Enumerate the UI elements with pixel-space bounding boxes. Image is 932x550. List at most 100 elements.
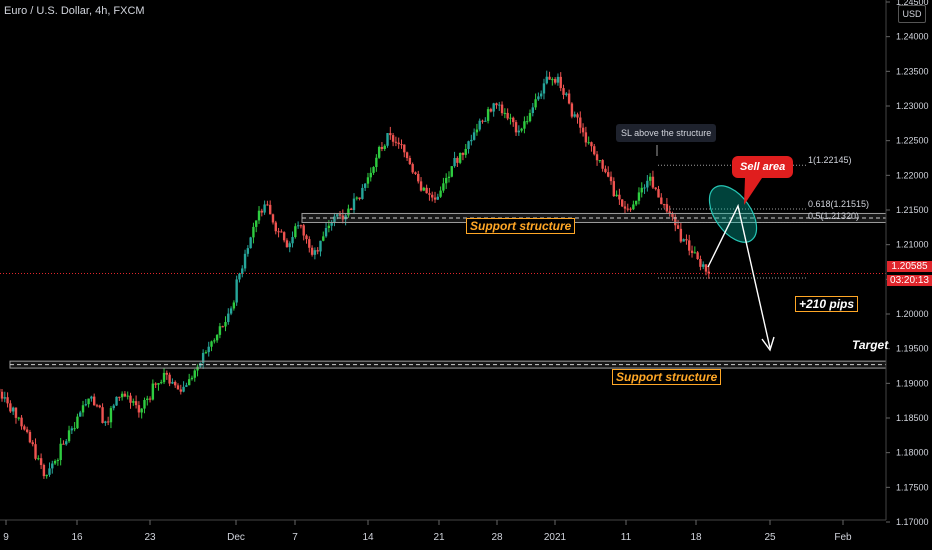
candle-body bbox=[394, 141, 398, 143]
target-label[interactable]: Target bbox=[852, 338, 889, 352]
candle-body bbox=[313, 250, 317, 255]
candle-body bbox=[685, 239, 688, 241]
candle-body bbox=[542, 83, 546, 94]
candle-body bbox=[514, 122, 518, 133]
candle-body bbox=[509, 117, 512, 119]
candle-body bbox=[654, 187, 657, 190]
candle-body bbox=[81, 405, 85, 413]
candle-body bbox=[252, 226, 255, 238]
candle-body bbox=[65, 441, 68, 445]
candle-body bbox=[34, 444, 37, 459]
candle-body bbox=[115, 396, 118, 406]
fib-level-0618-label: 0.618(1.21515) bbox=[808, 199, 870, 209]
candle-body bbox=[668, 211, 671, 214]
candle-body bbox=[213, 340, 216, 342]
bar-countdown-badge: 03:20:13 bbox=[887, 275, 932, 286]
candle-body bbox=[280, 231, 283, 233]
candle-body bbox=[581, 127, 585, 133]
candle-body bbox=[548, 76, 551, 80]
candle-body bbox=[330, 222, 333, 226]
candle-body bbox=[333, 216, 336, 223]
support-structure-lower-label[interactable]: Support structure bbox=[612, 369, 722, 385]
candle-body bbox=[218, 326, 222, 335]
candle-body bbox=[492, 103, 495, 112]
price-tick-label: 1.18500 bbox=[896, 413, 929, 423]
candle-body bbox=[643, 187, 646, 189]
candle-body bbox=[648, 176, 652, 181]
candle-body bbox=[162, 372, 166, 383]
candle-body bbox=[151, 383, 155, 400]
candle-body bbox=[322, 236, 325, 241]
candle-body bbox=[405, 152, 409, 158]
candle-body bbox=[472, 132, 476, 140]
candle-body bbox=[478, 120, 481, 130]
candle-body bbox=[539, 93, 543, 97]
candle-body bbox=[579, 117, 582, 128]
price-tick-label: 1.23000 bbox=[896, 101, 929, 111]
candle-body bbox=[53, 460, 57, 464]
candle-body bbox=[537, 96, 540, 100]
candle-body bbox=[665, 204, 669, 212]
candle-body bbox=[414, 172, 417, 174]
candle-body bbox=[632, 204, 635, 210]
candle-body bbox=[688, 240, 691, 251]
price-axis[interactable]: 1.17000 1.17500 1.18000 1.18500 1.19000 1.195… bbox=[885, 0, 929, 527]
candle-body bbox=[101, 407, 104, 423]
candle-body bbox=[341, 215, 345, 220]
candle-body bbox=[526, 121, 529, 123]
sl-note-label[interactable]: SL above the structure bbox=[616, 124, 717, 142]
candle-body bbox=[229, 308, 233, 314]
candle-body bbox=[559, 76, 562, 89]
candle-body bbox=[221, 326, 224, 328]
candle-body bbox=[467, 141, 470, 149]
price-tick-label: 1.19000 bbox=[896, 378, 929, 388]
time-axis[interactable]: 9 16 23 Dec 7 14 21 28 2021 11 18 25 Feb bbox=[0, 519, 886, 543]
support-structure-upper-label[interactable]: Support structure bbox=[466, 218, 576, 234]
candle-body bbox=[271, 214, 275, 223]
candle-body bbox=[106, 421, 110, 423]
candle-body bbox=[422, 187, 426, 191]
candle-body bbox=[391, 135, 395, 142]
candle-body bbox=[355, 197, 358, 199]
candle-body bbox=[500, 104, 504, 114]
sell-area-callout[interactable]: Sell area bbox=[732, 156, 794, 178]
candle-body bbox=[366, 177, 370, 184]
candle-body bbox=[400, 144, 403, 146]
candle-body bbox=[67, 430, 71, 442]
candle-body bbox=[11, 407, 15, 412]
candle-body bbox=[143, 400, 146, 409]
candle-body bbox=[282, 232, 286, 241]
candle-body bbox=[238, 273, 241, 280]
candle-body bbox=[76, 416, 79, 429]
candle-body bbox=[408, 158, 412, 165]
candle-body bbox=[693, 252, 697, 254]
price-tick-label: 1.22500 bbox=[896, 136, 929, 146]
currency-badge[interactable]: USD bbox=[898, 5, 926, 23]
projection-arrowhead bbox=[761, 336, 775, 352]
price-tick-label: 1.18000 bbox=[896, 448, 929, 458]
candle-body bbox=[134, 401, 138, 406]
sell-area-pointer bbox=[744, 178, 762, 205]
candle-body bbox=[31, 442, 34, 445]
candle-body bbox=[227, 313, 230, 322]
candle-body bbox=[651, 176, 655, 188]
candle-body bbox=[59, 443, 62, 461]
candle-body bbox=[609, 176, 613, 182]
candle-body bbox=[503, 112, 507, 114]
price-tick-label: 1.20000 bbox=[896, 309, 929, 319]
candle-body bbox=[157, 383, 160, 385]
candle-body bbox=[51, 463, 54, 469]
candle-body bbox=[604, 168, 607, 173]
candle-body bbox=[3, 397, 6, 399]
candle-body bbox=[255, 220, 258, 227]
candle-body bbox=[464, 148, 467, 155]
pips-label[interactable]: +210 pips bbox=[795, 296, 859, 312]
candle-body bbox=[148, 398, 152, 400]
candle-body bbox=[316, 250, 319, 252]
candle-body bbox=[450, 166, 453, 177]
candle-body bbox=[590, 142, 593, 147]
candle-body bbox=[0, 391, 4, 399]
time-tick-label: 18 bbox=[690, 532, 702, 543]
candlestick-series bbox=[0, 70, 710, 479]
